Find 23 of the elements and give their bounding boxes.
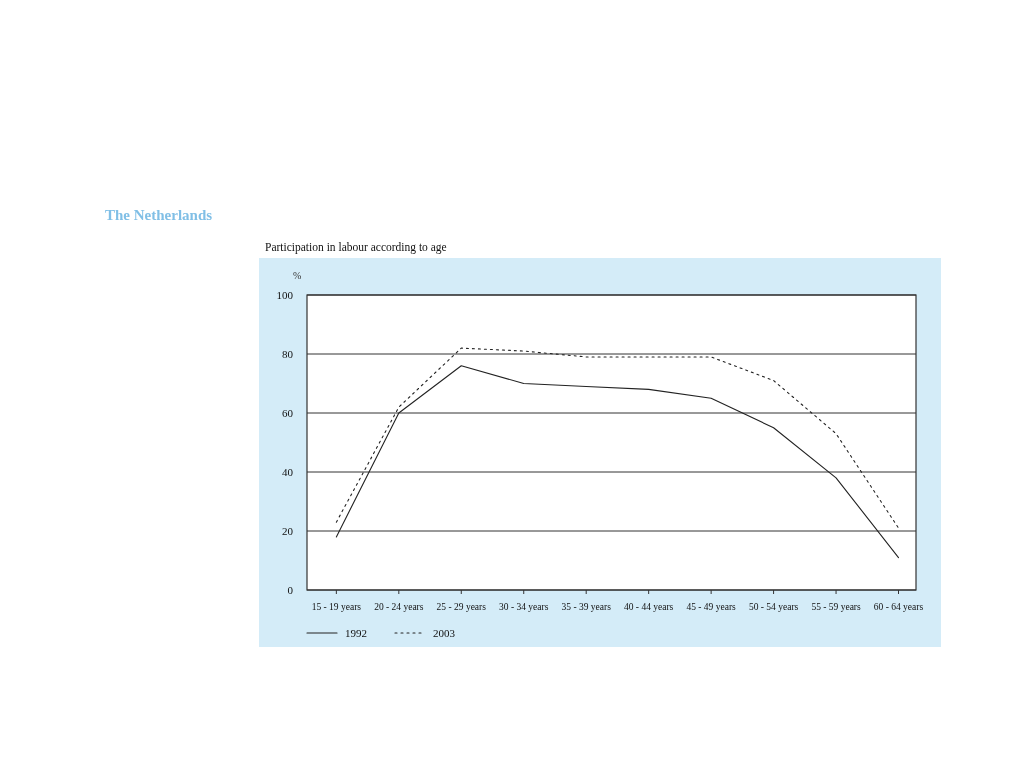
y-tick-label: 0 [287,584,294,596]
x-tick-label: 50 - 54 years [748,602,799,612]
x-tick-label: 45 - 49 years [686,602,737,612]
x-tick-label: 25 - 29 years [436,602,487,612]
y-tick-label: 100 [276,289,294,301]
y-tick-label: 40 [282,466,294,478]
x-tick-label: 40 - 44 years [623,602,674,612]
line-series [335,347,900,529]
y-tick-label: 60 [282,407,294,419]
legend-label: 1992 [345,627,367,639]
chart-subtitle: Participation in labour according to age [265,241,447,254]
text: The Netherlands [105,207,213,223]
y-tick-label: 20 [282,525,294,537]
x-tick-label: 55 - 59 years [811,602,862,612]
legend-label: 2003 [433,627,456,639]
x-tick-label: 60 - 64 years [873,602,924,612]
x-tick-label: 35 - 39 years [561,602,612,612]
x-tick-label: 30 - 34 years [499,602,549,612]
y-tick-label: 80 [282,348,294,360]
y-axis-title: % [293,270,302,281]
x-tick-label: 20 - 24 years [374,602,424,612]
x-tick-label: 15 - 19 years [311,602,362,612]
line-series [335,365,900,559]
